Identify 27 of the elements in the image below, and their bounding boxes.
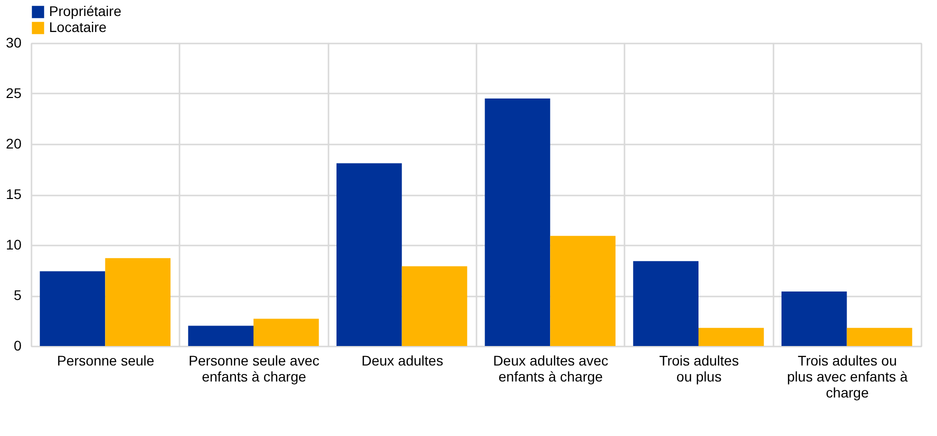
y-tick-label: 10 xyxy=(6,236,22,252)
legend-label: Propriétaire xyxy=(49,3,122,19)
x-tick-label: Deux adultes xyxy=(361,352,444,368)
y-tick-label: 25 xyxy=(6,85,22,101)
x-tick-label: Deux adultes avec enfants à charge xyxy=(493,352,608,384)
bar xyxy=(402,266,468,346)
bar xyxy=(254,318,319,346)
bar xyxy=(550,236,616,346)
x-tick-label: Trois adultes ou plus avec enfants à charge xyxy=(787,352,908,400)
bar xyxy=(698,328,764,346)
y-tick-label: 15 xyxy=(6,186,22,202)
bar xyxy=(105,258,171,346)
bar xyxy=(633,261,698,346)
y-tick-label: 20 xyxy=(6,136,22,152)
legend-label: Locataire xyxy=(49,19,107,35)
x-tick-label: Trois adultes ou plus xyxy=(659,352,739,384)
bar xyxy=(336,163,402,346)
y-tick-label: 5 xyxy=(14,287,22,303)
bar xyxy=(781,291,847,346)
y-tick-label: 0 xyxy=(14,338,22,354)
bar xyxy=(188,326,254,346)
bar xyxy=(484,98,550,346)
x-tick-label: Personne seule xyxy=(57,352,155,368)
y-tick-label: 30 xyxy=(6,34,22,50)
bar xyxy=(846,328,912,346)
bar xyxy=(40,271,106,346)
x-tick-label: Personne seule avec enfants à charge xyxy=(188,352,320,384)
